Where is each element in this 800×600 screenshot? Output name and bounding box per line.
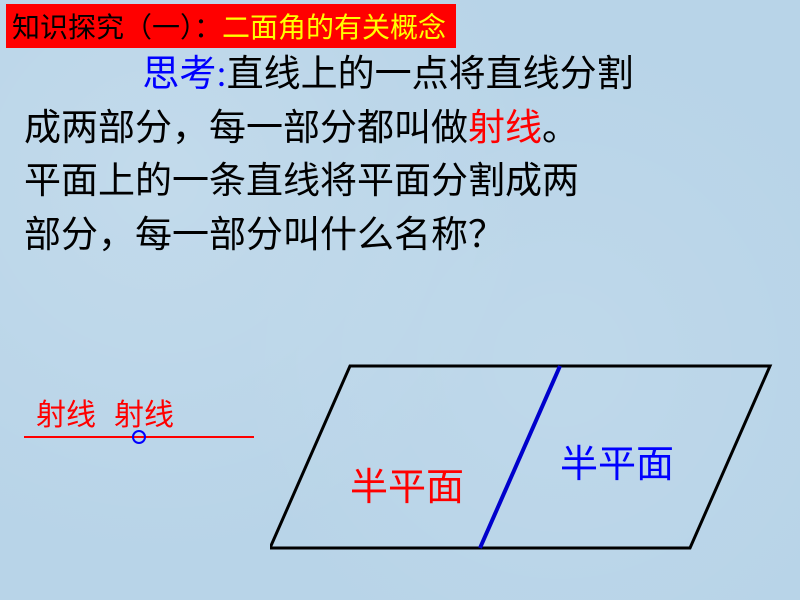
text-seg-1: 直线上的一点将直线分割 xyxy=(227,54,634,95)
sikao-label: 思考: xyxy=(142,54,226,95)
halfplane-label-left: 半平面 xyxy=(350,456,464,511)
header-topic: 二面角的有关概念 xyxy=(222,13,446,44)
parallelogram-svg xyxy=(270,338,780,578)
ray-point-icon xyxy=(132,430,146,444)
text-seg-3: 平面上的一条直线将平面分割成两 xyxy=(24,161,579,202)
ray-label-right: 射线 xyxy=(114,390,174,434)
ray-label-left: 射线 xyxy=(36,390,96,434)
halfplane-label-right: 半平面 xyxy=(560,433,674,488)
halfplane-diagram: 半平面 半平面 xyxy=(270,338,780,578)
question-paragraph: 思考:直线上的一点将直线分割 成两部分，每一部分都叫做射线。 平面上的一条直线将… xyxy=(24,48,776,263)
text-seg-2: 成两部分，每一部分都叫做 xyxy=(24,108,468,149)
header-prefix: 知识探究（一）： xyxy=(12,13,222,44)
ray-illustration: 射线 射线 xyxy=(24,390,254,444)
ray-line xyxy=(24,430,254,444)
divider-line xyxy=(480,366,560,548)
text-seg-4: 部分，每一部分叫什么名称？ xyxy=(24,215,505,256)
ray-term: 射线 xyxy=(468,108,542,149)
section-header: 知识探究（一）：二面角的有关概念 xyxy=(6,4,456,48)
text-seg-2c: 。 xyxy=(542,108,579,149)
